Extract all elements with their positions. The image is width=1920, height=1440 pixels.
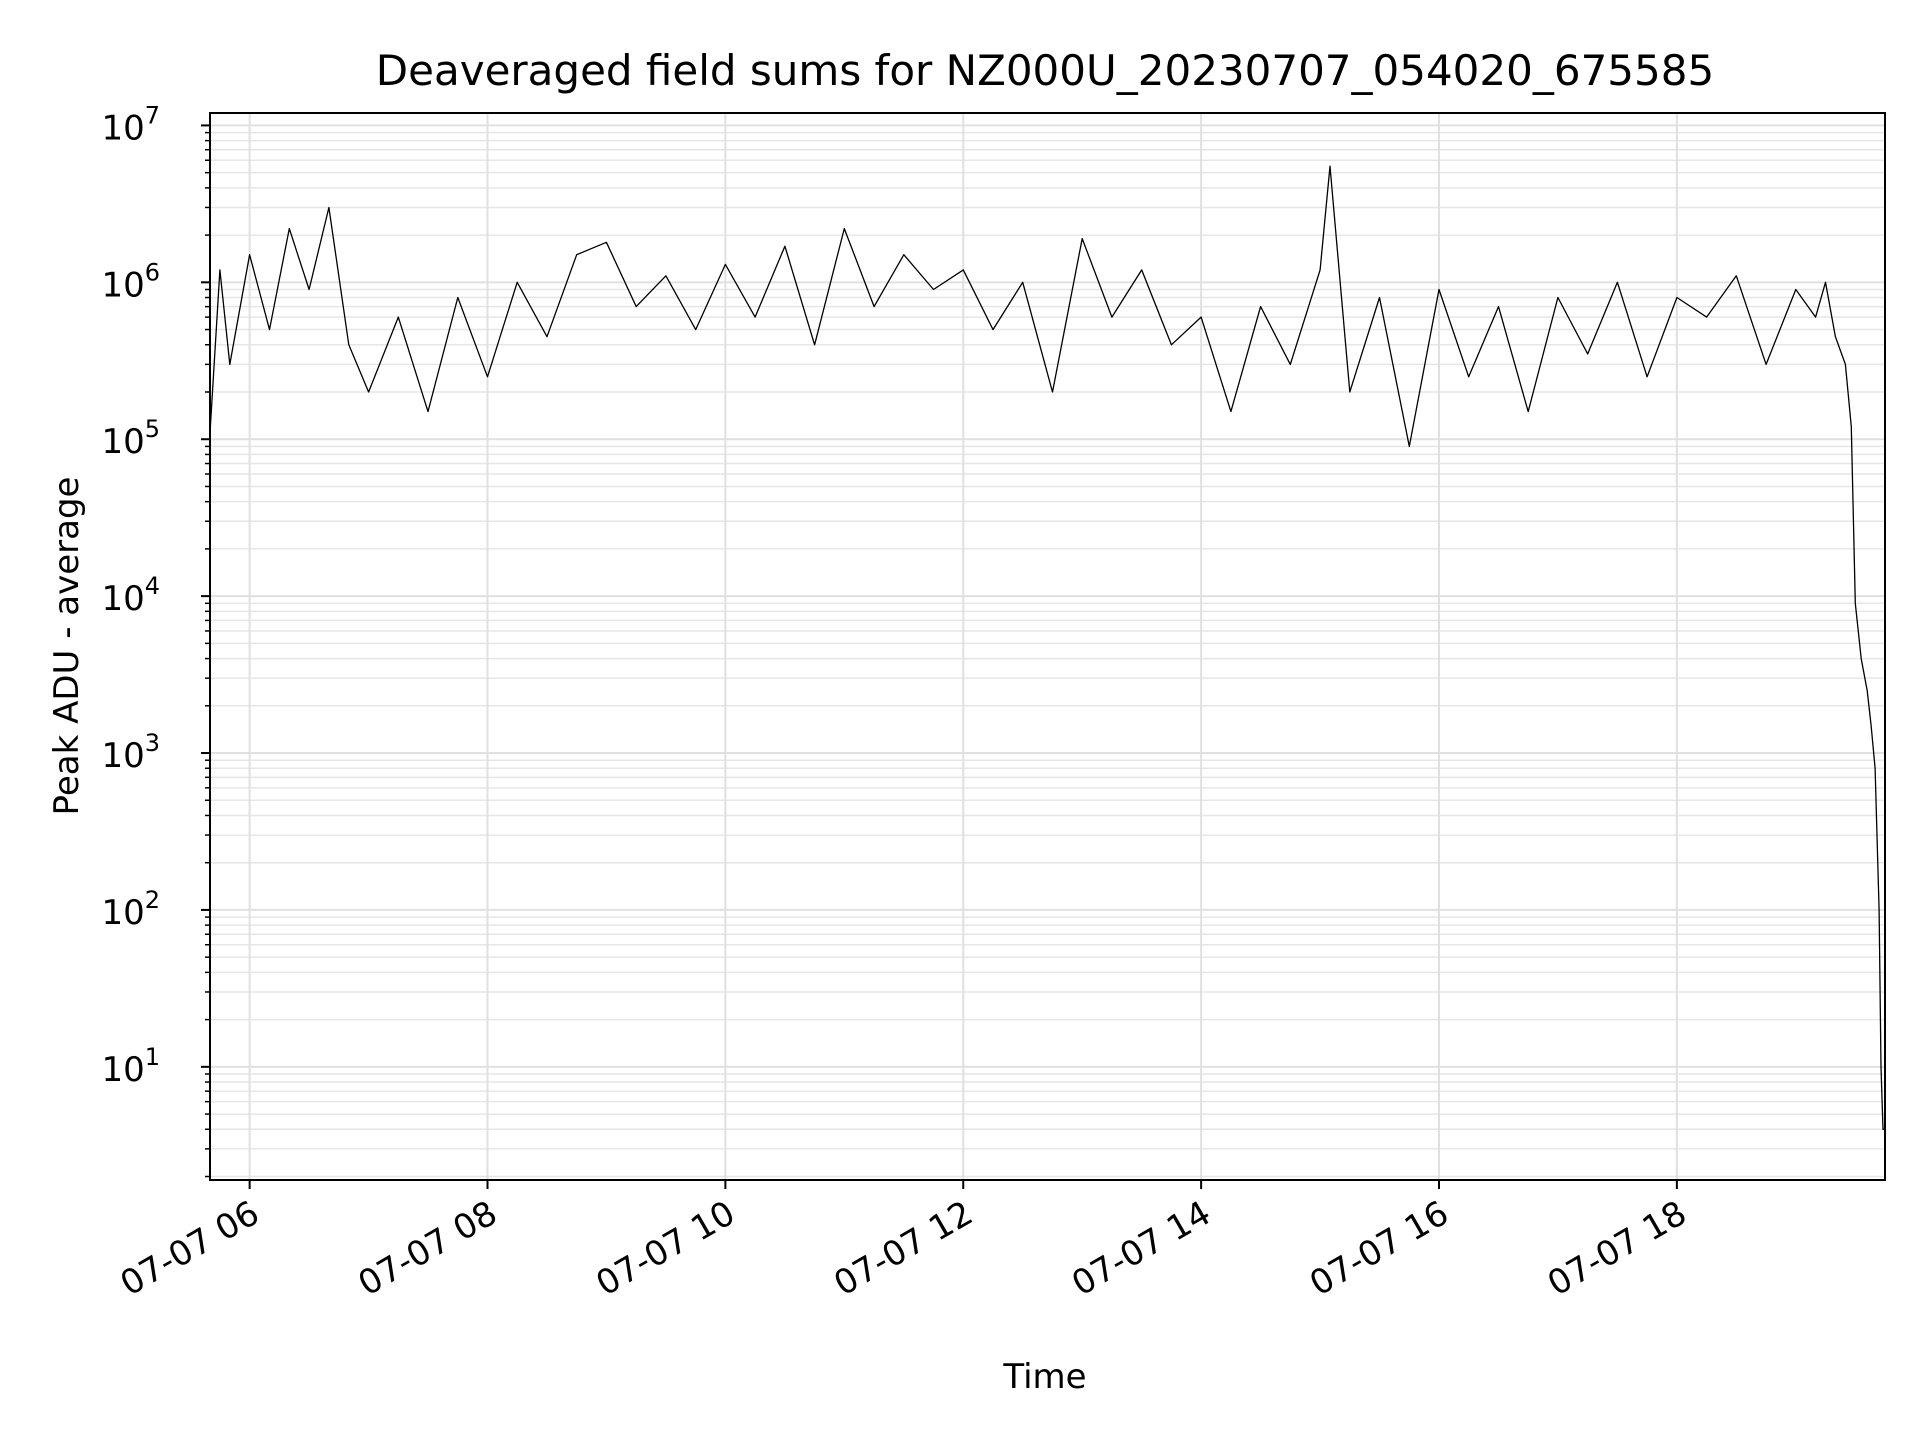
y-tick-label: 107	[101, 101, 160, 148]
plot-frame	[209, 112, 1886, 1181]
x-axis-label: Time	[1002, 1357, 1086, 1397]
y-tick-label: 101	[101, 1043, 160, 1090]
chart-title: Deaveraged field sums for NZ000U_2023070…	[376, 46, 1714, 95]
series-line	[209, 165, 1885, 1130]
grid	[210, 113, 1885, 1180]
y-tick-label: 106	[101, 258, 160, 305]
y-tick-label: 102	[101, 886, 160, 933]
y-tick-label: 103	[101, 729, 160, 776]
y-axis-label: Peak ADU - average	[47, 477, 87, 816]
axis-ticks	[201, 124, 1678, 1189]
y-tick-labels: 101 102 103 104 105 106 107	[101, 101, 160, 1089]
y-tick-label: 105	[101, 415, 160, 462]
y-tick-label: 104	[101, 572, 160, 619]
